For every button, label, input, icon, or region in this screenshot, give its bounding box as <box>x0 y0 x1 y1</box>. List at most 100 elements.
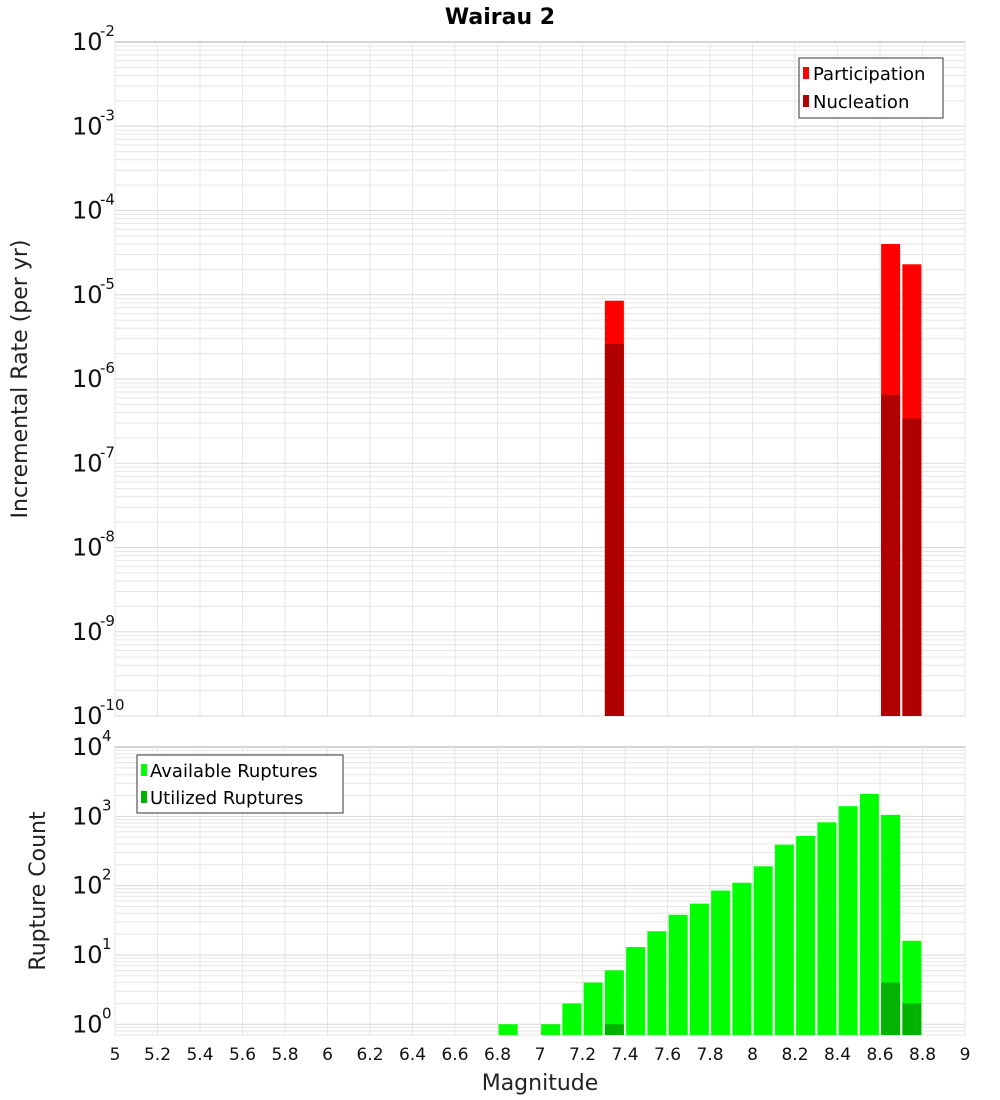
magnitude-x-tick: 7.8 <box>696 1045 723 1065</box>
magnitude-x-tick: 7.6 <box>654 1045 681 1065</box>
count-y-tick: 10 0 <box>72 1004 112 1038</box>
rate-y-tick: 10-9 <box>72 612 115 646</box>
rate-y-tick: 10-8 <box>72 528 115 562</box>
available-ruptures-bar <box>626 947 646 1035</box>
available-ruptures-bar <box>838 806 858 1035</box>
count-y-tick-exponent: 3 <box>102 796 112 814</box>
count-y-tick-base: 10 <box>72 941 103 969</box>
rate-y-tick-base: 10 <box>72 28 103 56</box>
count-y-tick: 10 3 <box>72 796 112 830</box>
utilized-legend-swatch <box>141 791 147 803</box>
utilized-ruptures-bar <box>881 982 901 1035</box>
count-y-tick-exponent: 4 <box>102 727 112 745</box>
available-legend-label: Available Ruptures <box>150 761 318 782</box>
count-y-tick-base: 10 <box>72 1010 103 1038</box>
count-bars <box>498 793 922 1035</box>
count-legend-box <box>136 754 344 814</box>
available-ruptures-bar <box>753 866 773 1035</box>
rate-y-tick: 10-6 <box>72 359 115 393</box>
magnitude-x-tick: 9 <box>960 1045 971 1065</box>
count-legend: Available Ruptures Utilized Ruptures <box>136 754 344 814</box>
magnitude-x-tick: 8.6 <box>866 1045 893 1065</box>
magnitude-x-tick: 8 <box>747 1045 758 1065</box>
rate-y-tick-base: 10 <box>72 702 103 730</box>
count-y-axis-label: Rupture Count <box>26 811 51 971</box>
rate-y-ticks: 10-210-310-410-510-610-710-810-910-10 <box>72 22 125 730</box>
magnitude-x-tick: 5.2 <box>144 1045 171 1065</box>
rate-legend-box <box>798 57 944 119</box>
rate-y-tick-base: 10 <box>72 449 103 477</box>
x-axis-label: Magnitude <box>482 1071 599 1096</box>
count-y-tick: 10 4 <box>72 727 112 761</box>
magnitude-x-tick: 7 <box>535 1045 546 1065</box>
rate-y-tick-exponent: -3 <box>100 106 115 124</box>
rate-y-tick-base: 10 <box>72 618 103 646</box>
available-ruptures-bar <box>881 814 901 1035</box>
rate-y-tick-exponent: -10 <box>100 696 125 714</box>
magnitude-x-tick: 7.2 <box>569 1045 596 1065</box>
chart-title: Wairau 2 <box>445 5 555 30</box>
available-ruptures-bar <box>583 982 603 1035</box>
count-y-tick-base: 10 <box>72 872 103 900</box>
rate-y-tick-exponent: -9 <box>100 612 115 630</box>
nucleation-bar <box>881 394 901 716</box>
rate-y-tick: 10-10 <box>72 696 125 730</box>
count-y-tick-exponent: 1 <box>102 935 112 953</box>
magnitude-x-tick: 6.8 <box>484 1045 511 1065</box>
magnitude-x-tick: 6 <box>322 1045 333 1065</box>
available-ruptures-bar <box>711 890 731 1035</box>
magnitude-x-tick: 7.4 <box>611 1045 638 1065</box>
nucleation-legend-label: Nucleation <box>813 92 909 113</box>
rate-y-tick: 10-4 <box>72 191 115 225</box>
rate-y-axis-label: Incremental Rate (per yr) <box>8 240 33 519</box>
magnitude-x-tick: 6.2 <box>356 1045 383 1065</box>
rate-y-tick: 10-2 <box>72 22 115 56</box>
available-ruptures-bar <box>774 844 794 1035</box>
available-ruptures-bar <box>541 1024 561 1035</box>
magnitude-x-tick: 6.6 <box>441 1045 468 1065</box>
rate-y-tick: 10-5 <box>72 275 115 309</box>
rate-y-tick-exponent: -8 <box>100 528 115 546</box>
rate-y-tick-base: 10 <box>72 365 103 393</box>
rate-y-tick-base: 10 <box>72 534 103 562</box>
rate-legend: Participation Nucleation <box>798 57 944 119</box>
magnitude-x-tick: 5.6 <box>229 1045 256 1065</box>
rate-y-tick-exponent: -2 <box>100 22 115 40</box>
count-y-tick-exponent: 0 <box>102 1004 112 1022</box>
available-legend-swatch <box>141 764 147 776</box>
count-y-tick-base: 10 <box>72 802 103 830</box>
rate-y-tick-exponent: -7 <box>100 443 115 461</box>
rate-y-tick-exponent: -4 <box>100 191 115 209</box>
magnitude-x-tick: 5.4 <box>186 1045 213 1065</box>
rate-y-tick-base: 10 <box>72 197 103 225</box>
rate-bars <box>604 244 922 717</box>
rate-y-tick-base: 10 <box>72 112 103 140</box>
magnitude-x-tick: 5.8 <box>271 1045 298 1065</box>
available-ruptures-bar <box>859 793 879 1035</box>
rate-panel: 10-210-310-410-510-610-710-810-910-10 In… <box>8 22 966 730</box>
available-ruptures-bar <box>817 822 837 1035</box>
utilized-legend-label: Utilized Ruptures <box>150 788 303 809</box>
utilized-ruptures-bar <box>902 1003 922 1035</box>
available-ruptures-bar <box>689 903 709 1035</box>
nucleation-legend-swatch <box>803 95 809 107</box>
magnitude-x-tick: 8.2 <box>781 1045 808 1065</box>
utilized-ruptures-bar <box>604 1024 624 1035</box>
available-ruptures-bar <box>647 931 667 1035</box>
rate-y-tick: 10-3 <box>72 106 115 140</box>
rate-grid <box>114 42 966 717</box>
rate-y-tick-base: 10 <box>72 281 103 309</box>
available-ruptures-bar <box>498 1024 518 1035</box>
count-y-tick: 10 1 <box>72 935 112 969</box>
participation-legend-swatch <box>803 67 809 79</box>
magnitude-x-ticks: 5 5.2 5.4 5.6 5.8 6 6.2 6.4 6.6 6.8 7 7.2 7.4 7.6 7.8 8… <box>110 1045 971 1065</box>
magnitude-x-tick: 6.4 <box>399 1045 426 1065</box>
count-y-tick-exponent: 2 <box>102 866 112 884</box>
count-y-tick-base: 10 <box>72 733 103 761</box>
available-ruptures-bar <box>562 1003 582 1035</box>
rate-y-tick-exponent: -5 <box>100 275 115 293</box>
